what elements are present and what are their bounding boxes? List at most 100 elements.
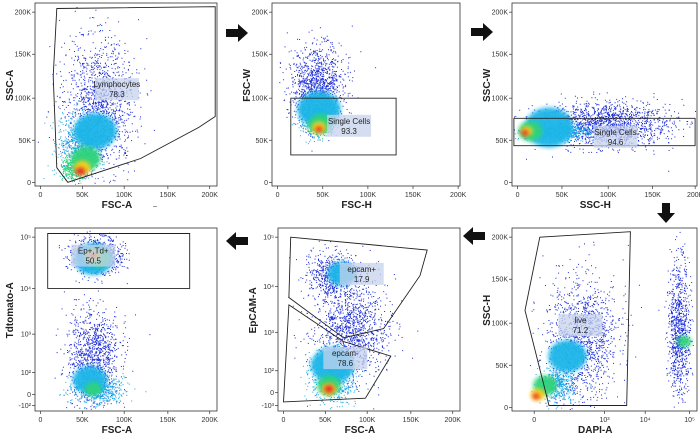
x-tick-label: 100K [600,192,617,199]
y-axis-label: SSC-A [5,70,16,101]
gate-value: 71.2 [573,326,589,335]
x-tick-label: 150K [160,192,177,199]
x-tick-label: 0 [276,192,280,199]
y-tick-label: 50K [496,363,509,370]
y-tick-label: 100K [492,96,509,103]
x-tick-label: 200K [687,192,700,199]
x-tick-label: 50K [317,192,330,199]
y-tick-label: 0 [504,180,508,187]
y-axis-label: SSC-H [482,295,493,326]
gate-polygon-1 [52,6,216,183]
extra-mark: – [153,203,157,210]
x-axis-label: FSC-A [102,425,133,436]
gate-label-1: Ep+,Td+50.5 [71,244,116,267]
y-tick-label: 10⁴ [20,286,31,293]
plot-frame-3 [511,2,698,187]
plot-frame-2 [271,2,461,187]
panel-6: Ep+,Td+50.5 0 50K 100K 150K 200K -10² 0 10² 10³ 10… [5,227,219,436]
y-tick-label: 50K [19,138,32,145]
x-tick-label: 100K [359,417,376,424]
x-tick-label: 100K [116,417,133,424]
y-tick-label: 10² [264,368,275,375]
scatter-cluster-2 [664,231,694,408]
gate-name: Single Cells [328,117,370,126]
x-axis-label: FSC-A [102,200,133,211]
gate-value: 93.3 [341,127,357,136]
x-tick-label: 100K [116,192,133,199]
plot-frame-5 [277,227,461,412]
scatter-cluster-1 [279,25,377,152]
gate-value: 78.6 [338,359,354,368]
y-tick-label: -10² [19,403,32,410]
x-tick-label: 200K [445,417,462,424]
x-tick-label: 150K [405,192,422,199]
gate-value: 17.9 [354,275,370,284]
y-tick-label: 150K [252,52,269,59]
y-axis-label: SSC-W [482,68,493,102]
gate-value: 50.5 [85,257,101,266]
y-tick-label: -10³ [262,403,275,410]
gate-name: epcam- [332,349,359,358]
y-tick-label: 0 [264,180,268,187]
gate-name: Lymphocytes [93,80,140,89]
arrow-right-icon [226,24,248,42]
y-tick-label: 100K [15,96,32,103]
gate-value: 94.6 [608,138,624,147]
gate-label-box [71,244,116,267]
y-tick-label: 200K [492,10,509,17]
gate-label-2: epcam-78.6 [323,347,368,370]
x-tick-label: 150K [644,192,661,199]
x-tick-label: 200K [450,192,467,199]
gate-label-box [558,314,603,337]
y-tick-label: 10³ [21,332,32,339]
y-tick-label: 50K [496,138,509,145]
x-tick-label: 0 [282,417,286,424]
x-tick-label: 50K [76,192,89,199]
x-tick-label: 0 [39,417,43,424]
gate-label-box [339,262,384,285]
arrow-left-icon [226,232,248,250]
gate-label-box [323,347,368,370]
y-tick-label: 150K [492,52,509,59]
arrow-right-icon [471,23,493,41]
density-core-4 [530,335,692,401]
x-tick-label: 200K [202,417,219,424]
density-core-1 [71,113,117,176]
scatter-cluster-1 [292,257,419,410]
gate-polygon-1 [288,236,428,339]
y-axis-label: EpCAM-A [248,287,259,333]
density-spot-4 [532,393,540,400]
y-tick-label: 150K [492,277,509,284]
y-tick-label: 0 [270,390,274,397]
density-spot-4 [75,167,86,176]
y-tick-label: 200K [492,235,509,242]
x-tick-label: 10⁴ [640,417,651,424]
y-tick-label: 0 [27,180,31,187]
x-axis-label: FSC-A [345,425,376,436]
density-spot-1 [548,340,587,373]
gate-label-1: epcam+17.9 [339,262,384,285]
gate-polygon-1 [513,117,696,147]
panel-5: epcam+17.9 epcam-78.6 0 50K 100K 150K 200K -10³… [248,227,462,436]
y-tick-label: 10⁵ [263,235,274,242]
y-tick-label: 10⁵ [20,235,31,242]
gate-label-box [327,114,372,137]
plot-frame-1 [34,2,218,187]
y-tick-label: 10⁴ [263,284,274,291]
y-tick-label: 0 [27,392,31,399]
gate-polygon-1 [524,231,631,406]
y-tick-label: 200K [15,10,32,17]
y-tick-label: 100K [252,96,269,103]
x-tick-label: 50K [319,417,332,424]
x-tick-label: 200K [202,192,219,199]
gate-polygon-1 [47,233,191,289]
gate-label-box [94,78,139,101]
plot-frame-6 [34,227,218,412]
